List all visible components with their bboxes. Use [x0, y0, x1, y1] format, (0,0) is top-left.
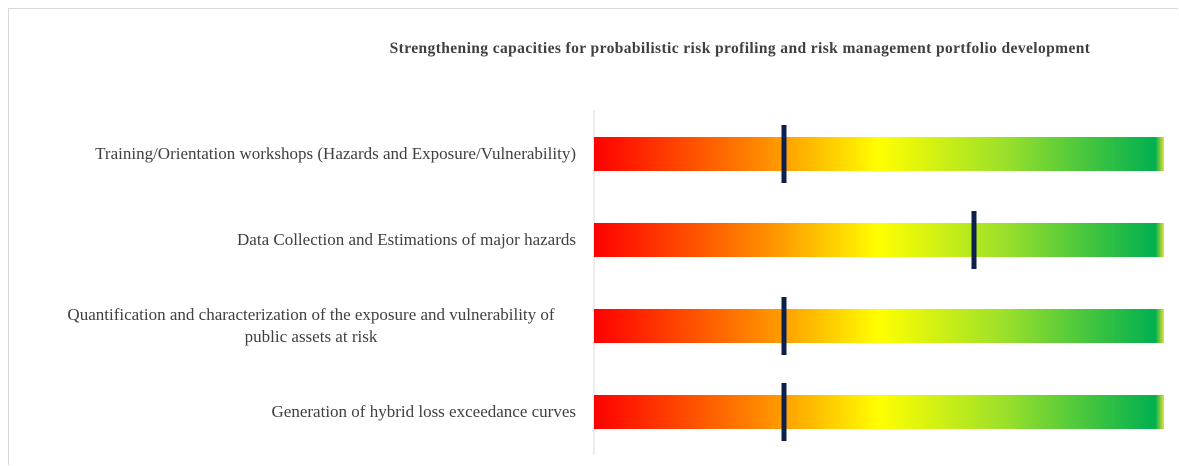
gradient-bar — [594, 395, 1164, 429]
category-label-text: Quantification and characterization of t… — [67, 305, 555, 346]
category-label-text: Training/Orientation workshops (Hazards … — [95, 144, 576, 163]
category-label: Generation of hybrid loss exceedance cur… — [20, 401, 576, 423]
chart-title: Strengthening capacities for probabilist… — [389, 40, 1091, 57]
marker — [781, 297, 787, 355]
category-label-text: Data Collection and Estimations of major… — [237, 230, 576, 249]
marker — [781, 383, 787, 441]
gradient-bar — [594, 223, 1164, 257]
category-label: Training/Orientation workshops (Hazards … — [20, 143, 576, 165]
marker — [781, 125, 787, 183]
gradient-bar — [594, 137, 1164, 171]
category-label: Quantification and characterization of t… — [20, 304, 576, 348]
category-label-text: Generation of hybrid loss exceedance cur… — [271, 402, 576, 421]
gradient-bar — [594, 309, 1164, 343]
marker — [971, 211, 977, 269]
chart-frame — [8, 8, 1178, 465]
category-label: Data Collection and Estimations of major… — [20, 229, 576, 251]
